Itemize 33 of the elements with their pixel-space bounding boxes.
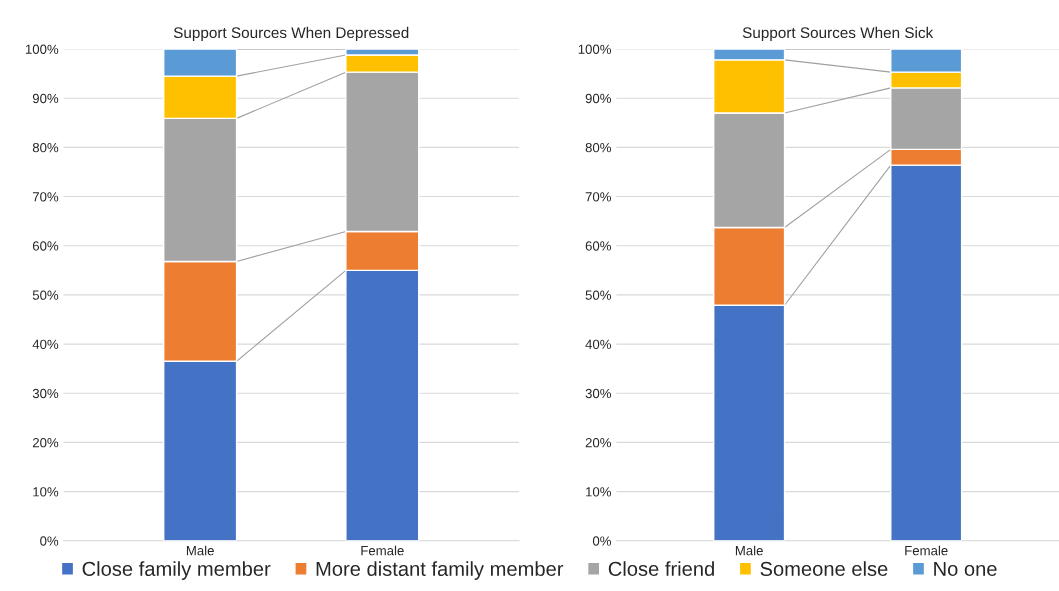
y-tick-label: 70% — [585, 192, 612, 202]
y-tick-label: 10% — [586, 487, 612, 497]
y-tick-label: 40% — [585, 339, 612, 349]
y-tick-label: 100% — [25, 44, 59, 54]
y-tick-label: 70% — [32, 192, 59, 202]
y-tick-label: 30% — [32, 388, 59, 399]
x-tick-label: Male — [735, 545, 763, 556]
x-tick-label: Female — [361, 545, 404, 556]
legend-label: Close family member — [82, 561, 271, 580]
y-tick-label: 30% — [585, 388, 612, 399]
y-tick-label: 90% — [32, 93, 59, 104]
legend-label: Close friend — [608, 561, 714, 576]
x-tick-label: Male — [186, 545, 214, 556]
y-tick-label: 10% — [33, 487, 59, 497]
x-tick-label: Female — [905, 545, 948, 556]
legend-label: Someone else — [760, 561, 888, 576]
y-tick-label: 50% — [32, 290, 59, 300]
y-tick-label: 20% — [585, 437, 612, 448]
y-tick-label: 20% — [32, 437, 59, 448]
y-tick-label: 80% — [32, 142, 59, 153]
y-tick-label: 80% — [585, 142, 612, 153]
chart-title: Support Sources When Sick — [742, 26, 934, 42]
y-tick-label: 60% — [32, 241, 59, 251]
y-tick-label: 100% — [578, 44, 612, 54]
y-tick-label: 0% — [592, 536, 612, 546]
chart-title: Support Sources When Depressed — [173, 26, 409, 42]
y-tick-label: 60% — [585, 241, 612, 251]
y-tick-label: 90% — [585, 93, 612, 104]
y-tick-label: 50% — [585, 290, 612, 300]
legend-label: More distant family member — [316, 561, 564, 580]
legend-label: No one — [934, 561, 997, 576]
y-tick-label: 0% — [40, 536, 59, 546]
y-tick-label: 40% — [32, 339, 59, 349]
